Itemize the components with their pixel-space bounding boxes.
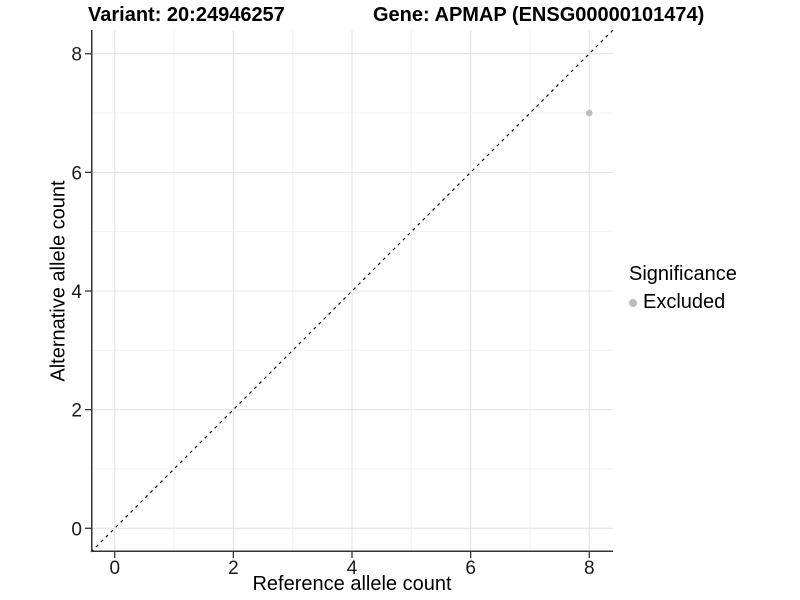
- y-tick-label: 0: [71, 519, 82, 540]
- y-tick-label: 8: [71, 45, 82, 66]
- data-point: [585, 109, 593, 117]
- legend-title: Significance: [629, 263, 737, 285]
- x-tick-label: 2: [228, 558, 239, 579]
- y-tick-label: 2: [71, 401, 82, 422]
- x-tick-label: 8: [584, 558, 595, 579]
- legend: Significance Excluded: [629, 263, 737, 314]
- variant-title: Variant: 20:24946257: [88, 4, 285, 26]
- legend-item-label: Excluded: [643, 291, 726, 313]
- x-tick-label: 4: [347, 558, 358, 579]
- scatter-plot: 0 2 4 6 8 0 2 4 6 8: [71, 29, 614, 579]
- plot-panel: 0 2 4 6 8 0 2 4 6 8: [71, 29, 614, 579]
- x-axis-label: Reference allele count: [252, 573, 452, 595]
- y-axis-label: Alternative allele count: [47, 180, 70, 382]
- x-tick-label: 6: [465, 558, 476, 579]
- legend-marker-circle-icon: [629, 298, 637, 307]
- x-tick-label: 0: [109, 558, 120, 579]
- gene-title: Gene: APMAP (ENSG00000101474): [373, 4, 705, 26]
- legend-item: Excluded: [629, 291, 737, 314]
- y-tick-label: 6: [71, 163, 82, 184]
- y-tick-label: 4: [71, 282, 82, 303]
